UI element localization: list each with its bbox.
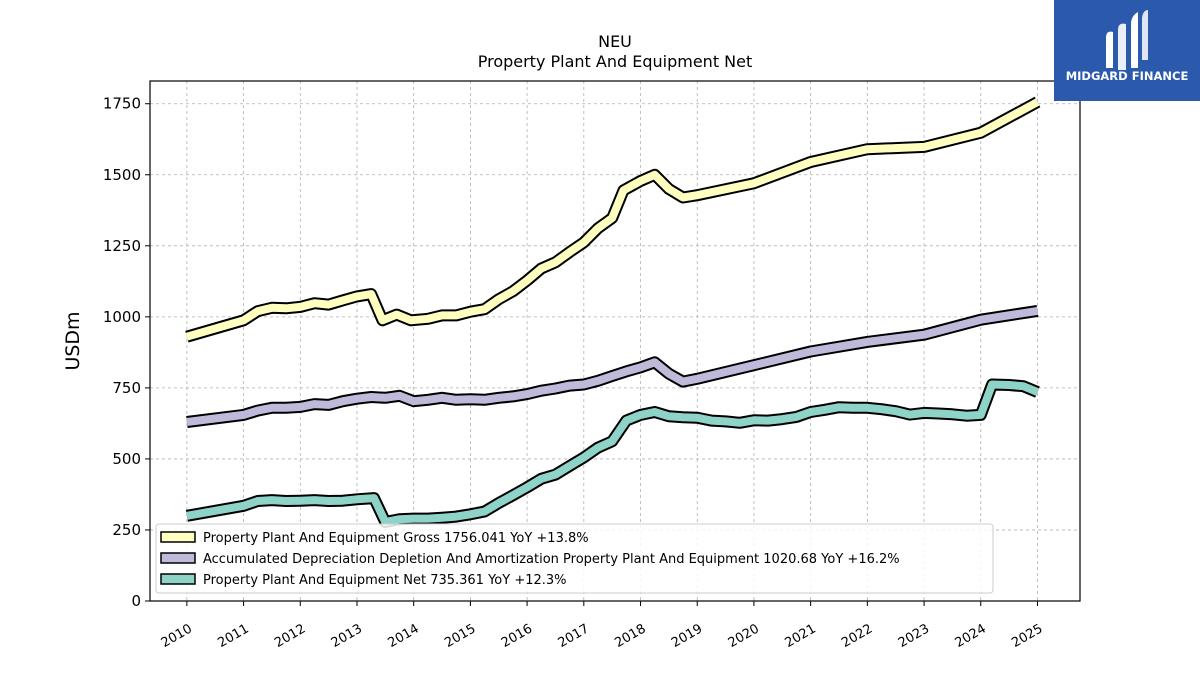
chart-title: NEU: [598, 32, 632, 51]
x-tick-label: 2020: [726, 621, 762, 651]
legend-swatch-net: [160, 573, 196, 585]
legend-swatch-gross: [160, 531, 196, 543]
x-tick-label: 2013: [329, 621, 365, 651]
midgard-finance-logo: MIDGARD FINANCE: [1054, 0, 1200, 101]
y-tick-label: 500: [112, 450, 141, 468]
series-line-fill: [186, 380, 1040, 526]
legend-label-gross: Property Plant And Equipment Gross 1756.…: [203, 531, 589, 546]
chart-subtitle: Property Plant And Equipment Net: [478, 52, 753, 71]
x-tick-label: 2018: [612, 621, 648, 651]
x-tick-label: 2021: [782, 621, 818, 651]
y-tick-label: 250: [112, 521, 141, 539]
y-axis-label: USDm: [62, 311, 84, 370]
logo-mark-icon: [1106, 10, 1148, 71]
legend: Property Plant And Equipment Gross 1756.…: [155, 523, 994, 594]
axes: [145, 80, 1081, 606]
x-tick-label: 2011: [215, 621, 251, 651]
legend-label-net: Property Plant And Equipment Net 735.361…: [203, 573, 567, 588]
legend-swatch-accumulated-depreciation: [160, 552, 196, 564]
x-tick-label: 2012: [272, 621, 308, 651]
logo-background: [1054, 0, 1200, 101]
x-tick-label: 2019: [669, 621, 705, 651]
y-tick-label: 1250: [103, 237, 141, 255]
y-tick-label: 1750: [103, 95, 141, 113]
y-tick-labels: 0 250 500 750 1000 1250 1500 1750: [103, 95, 141, 610]
series-line-fill: [186, 306, 1039, 426]
series-line-net: [185, 378, 1040, 528]
x-tick-label: 2023: [896, 621, 932, 651]
x-tick-label: 2016: [499, 621, 535, 651]
y-tick-label: 1500: [103, 166, 141, 184]
series-line-accumulated-depreciation: [186, 304, 1039, 428]
x-tick-label: 2024: [953, 621, 989, 651]
x-tick-label: 2017: [556, 621, 592, 651]
plot-frame: [149, 80, 1081, 602]
y-tick-label: 0: [131, 592, 141, 610]
x-tick-label: 2025: [1009, 621, 1045, 651]
y-tick-label: 1000: [103, 308, 141, 326]
grid-lines: [150, 81, 1080, 602]
x-tick-label: 2015: [442, 621, 478, 651]
legend-label-accumulated-depreciation: Accumulated Depreciation Depletion And A…: [203, 552, 900, 567]
logo-text: MIDGARD FINANCE: [1066, 69, 1189, 83]
x-tick-label: 2010: [159, 621, 195, 651]
x-tick-labels: 2010 2011 2012 2013 2014 2015 2016 2017 2018 2019…: [159, 621, 1046, 651]
x-tick-label: 2014: [386, 621, 422, 651]
y-tick-label: 750: [112, 379, 141, 397]
legend-box: [155, 523, 994, 594]
series-line-gross: [185, 96, 1041, 343]
x-tick-label: 2022: [839, 621, 875, 651]
series-line-fill: [185, 98, 1040, 341]
series-layer: [185, 96, 1041, 528]
